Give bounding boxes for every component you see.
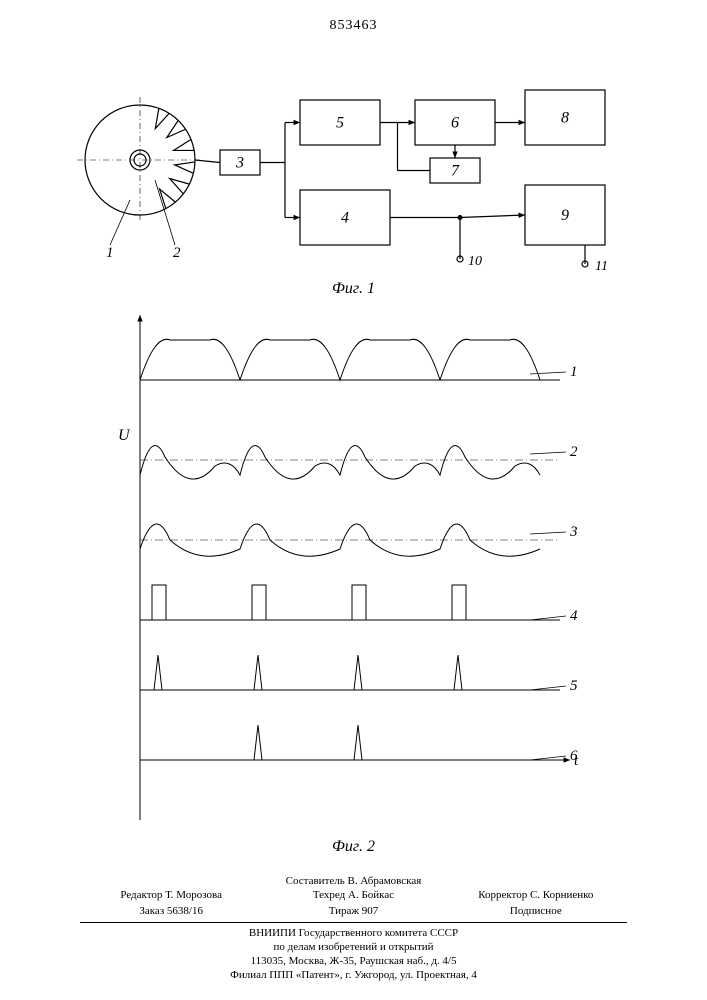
figure-1: 1 2 3 4 5 6 7 8 9 10 11 [70, 70, 630, 270]
svg-text:1: 1 [106, 245, 114, 261]
patent-number: 853463 [0, 18, 707, 34]
svg-text:5: 5 [570, 678, 578, 694]
svg-text:5: 5 [336, 115, 344, 132]
order: Заказ 5638/16 [80, 905, 262, 919]
svg-text:10: 10 [468, 254, 482, 269]
svg-text:9: 9 [561, 207, 569, 224]
org-line-1: ВНИИПИ Государственного комитета СССР [80, 927, 627, 941]
subscription: Подписное [445, 905, 627, 919]
svg-text:3: 3 [569, 524, 578, 540]
address: 113035, Москва, Ж-35, Раушская наб., д. … [80, 955, 627, 969]
techred: Техред А. Бойкас [262, 889, 444, 903]
credits-block: Составитель В. Абрамовская Редактор Т. М… [80, 875, 627, 982]
svg-text:3: 3 [235, 155, 244, 172]
svg-text:2: 2 [173, 245, 181, 261]
tirage: Тираж 907 [262, 905, 444, 919]
svg-text:4: 4 [570, 608, 578, 624]
svg-text:7: 7 [451, 163, 460, 180]
figure-2-caption: Фиг. 2 [0, 838, 707, 856]
editor: Редактор Т. Морозова [80, 889, 262, 903]
svg-text:4: 4 [341, 210, 349, 227]
svg-text:2: 2 [570, 444, 578, 460]
svg-text:1: 1 [570, 364, 578, 380]
svg-text:U: U [118, 427, 131, 444]
org-line-2: по делам изобретений и открытий [80, 941, 627, 955]
corrector: Корректор С. Корниенко [445, 889, 627, 903]
svg-text:8: 8 [561, 110, 569, 127]
svg-text:6: 6 [451, 115, 459, 132]
svg-text:6: 6 [570, 748, 578, 764]
figure-1-caption: Фиг. 1 [0, 280, 707, 298]
branch: Филиал ППП «Патент», г. Ужгород, ул. Про… [80, 969, 627, 983]
compiler-line: Составитель В. Абрамовская [80, 875, 627, 889]
figure-2: U12345t6 [100, 310, 580, 840]
svg-text:11: 11 [595, 259, 608, 270]
